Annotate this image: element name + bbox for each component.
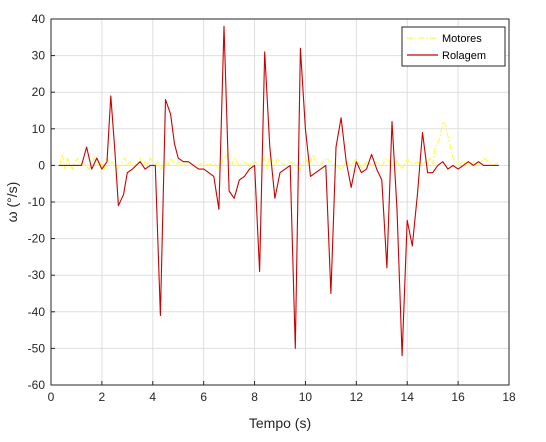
x-tick-label: 16 [451,390,465,404]
x-tick-label: 14 [401,390,415,404]
legend-entry-rolagem: Rolagem [442,50,486,62]
y-tick-label: -50 [28,341,46,355]
y-tick-label: 20 [32,85,46,99]
legend-entry-motores: Motores [442,33,482,45]
y-tick-label: -60 [28,378,46,392]
x-tick-label: 0 [48,390,55,404]
y-tick-label: -20 [28,232,46,246]
y-tick-label: -30 [28,268,46,282]
x-tick-label: 8 [251,390,258,404]
x-tick-label: 12 [350,390,364,404]
y-tick-label: 0 [38,158,45,172]
y-tick-label: -10 [28,195,46,209]
x-tick-label: 2 [99,390,106,404]
axis-ticks: 0 2 4 6 8 10 12 14 16 18 -60 -50 -40 -30 -20 -10 0 10 20 30… [28,12,516,404]
x-tick-label: 10 [299,390,313,404]
legend-box [401,26,506,67]
y-tick-label: 40 [32,12,46,26]
x-axis-label: Tempo (s) [249,415,311,431]
series-line-motores [59,120,500,170]
x-tick-label: 6 [200,390,207,404]
y-axis-label: ω (°/s) [4,182,20,223]
series-line-rolagem [58,25,499,357]
series-layer [58,25,500,357]
y-tick-label: 30 [32,49,46,63]
legend: Motores Rolagem [401,26,506,67]
y-tick-label: 10 [32,122,46,136]
x-tick-label: 4 [149,390,156,404]
y-tick-label: -40 [28,305,46,319]
x-tick-label: 18 [502,390,516,404]
